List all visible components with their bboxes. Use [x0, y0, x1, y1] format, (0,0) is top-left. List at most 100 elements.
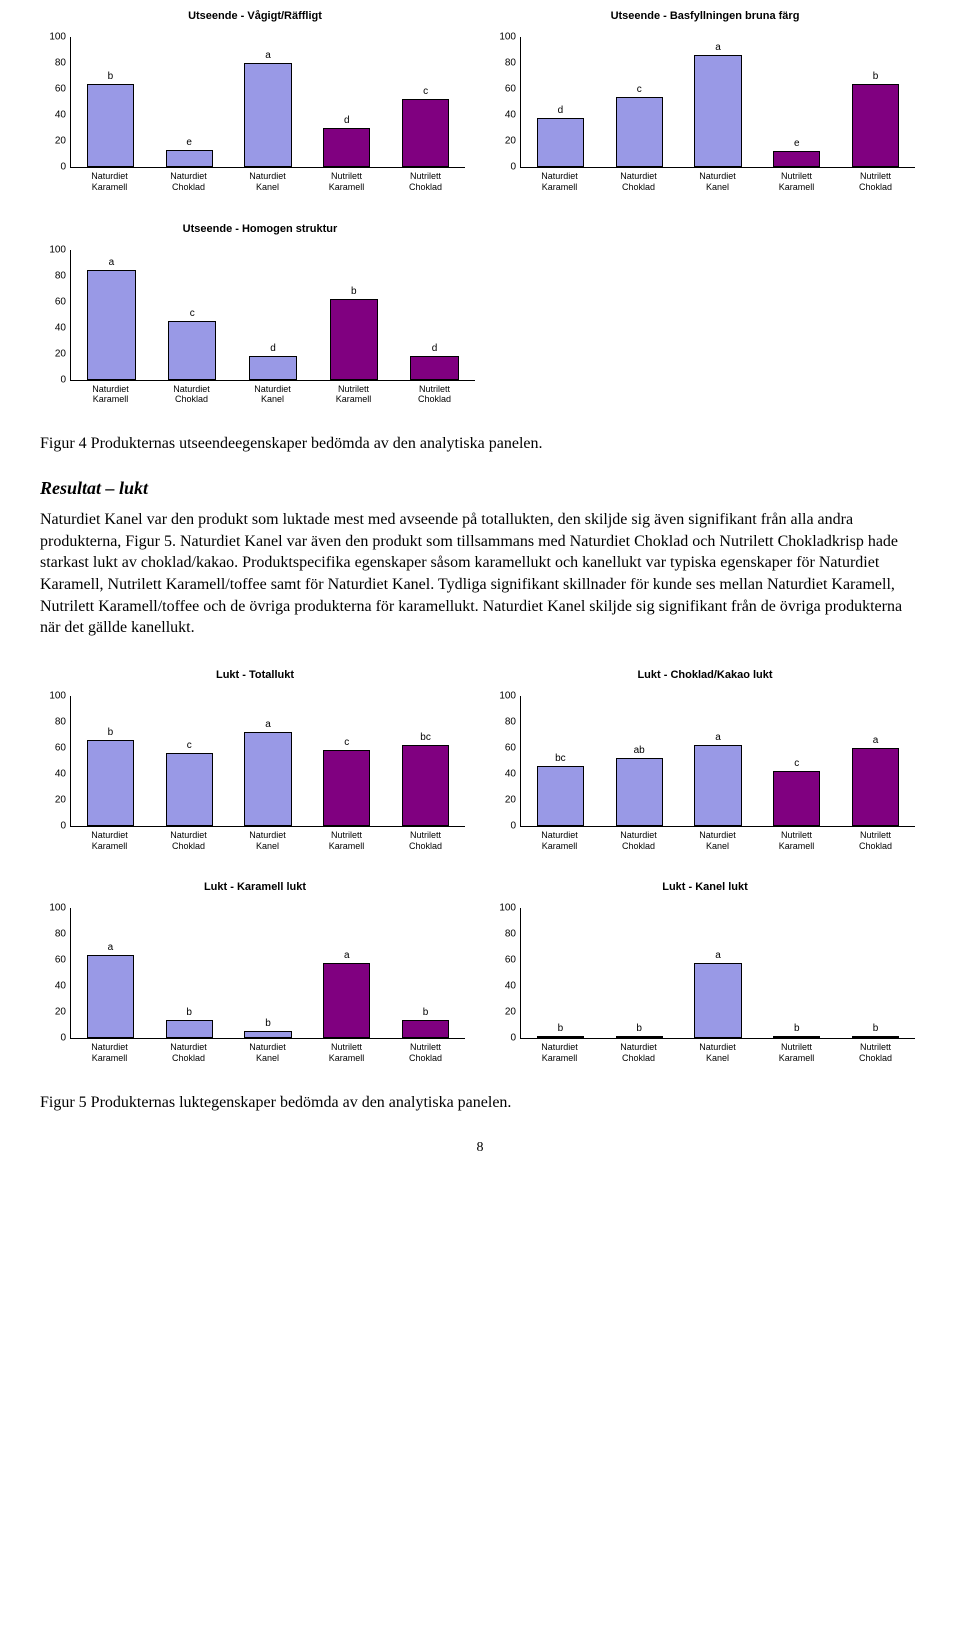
x-label: NaturdietKaramell — [70, 171, 149, 193]
y-tick: 40 — [41, 981, 66, 992]
bar-group: a — [229, 37, 308, 167]
sig-label: b — [794, 1023, 800, 1034]
bar — [773, 1036, 820, 1039]
page-number: 8 — [40, 1140, 920, 1156]
x-label: NaturdietKaramell — [520, 171, 599, 193]
y-tick: 100 — [41, 690, 66, 701]
sig-label: c — [794, 758, 799, 769]
bar-group: bc — [521, 696, 600, 826]
bar — [694, 55, 741, 167]
chart-title: Utseende - Basfyllningen bruna färg — [490, 10, 920, 22]
sig-label: b — [423, 1007, 429, 1018]
y-tick: 40 — [41, 110, 66, 121]
y-tick: 80 — [41, 929, 66, 940]
sig-label: a — [715, 42, 721, 53]
y-tick: 20 — [41, 136, 66, 147]
sig-label: a — [109, 257, 115, 268]
sig-label: a — [265, 719, 271, 730]
sig-label: b — [558, 1023, 564, 1034]
y-tick: 0 — [41, 820, 66, 831]
bar — [402, 99, 449, 167]
x-label: NutrilettKaramell — [313, 384, 394, 406]
sig-label: a — [873, 735, 879, 746]
x-label: NaturdietChoklad — [599, 1042, 678, 1064]
sig-label: ab — [634, 745, 645, 756]
y-tick: 0 — [41, 162, 66, 173]
bar — [87, 740, 134, 826]
y-tick: 20 — [491, 1007, 516, 1018]
bar — [330, 299, 378, 380]
y-tick: 60 — [491, 955, 516, 966]
bar-group: b — [600, 908, 679, 1038]
x-label: NutrilettChoklad — [836, 171, 915, 193]
bar — [244, 732, 291, 826]
y-tick: 80 — [491, 58, 516, 69]
x-label: NutrilettKaramell — [757, 171, 836, 193]
bar-group: a — [679, 37, 758, 167]
x-label: NaturdietChoklad — [599, 171, 678, 193]
y-tick: 20 — [491, 794, 516, 805]
chart-utseende-homogen: Utseende - Homogen struktur020406080100a… — [40, 223, 480, 406]
figure4-caption: Figur 4 Produkternas utseendeegenskaper … — [40, 435, 920, 453]
sig-label: c — [187, 740, 192, 751]
chart-title: Utseende - Vågigt/Räffligt — [40, 10, 470, 22]
bar — [244, 1031, 291, 1039]
bar — [323, 750, 370, 825]
bar — [323, 128, 370, 167]
x-label: NaturdietChoklad — [151, 384, 232, 406]
x-label: NutrilettKaramell — [307, 1042, 386, 1064]
y-tick: 100 — [41, 903, 66, 914]
chart-utseende-basfyll: Utseende - Basfyllningen bruna färg02040… — [490, 10, 920, 193]
y-tick: 0 — [491, 1033, 516, 1044]
bar — [694, 963, 741, 1038]
y-tick: 60 — [491, 742, 516, 753]
bar — [323, 963, 370, 1038]
body-text: Naturdiet Kanel var den produkt som lukt… — [40, 509, 920, 639]
x-label: NaturdietKanel — [232, 384, 313, 406]
bar — [244, 63, 291, 167]
bar-group: d — [521, 37, 600, 167]
y-tick: 60 — [41, 742, 66, 753]
sig-label: a — [265, 50, 271, 61]
bar-group: a — [679, 696, 758, 826]
bar-group: b — [71, 696, 150, 826]
bar-group: c — [757, 696, 836, 826]
bar-group: c — [600, 37, 679, 167]
y-tick: 0 — [491, 820, 516, 831]
sig-label: c — [423, 86, 428, 97]
x-label: NaturdietKanel — [678, 830, 757, 852]
y-tick: 20 — [41, 794, 66, 805]
x-label: NaturdietChoklad — [149, 830, 228, 852]
bar-group: b — [150, 908, 229, 1038]
x-label: NaturdietKanel — [228, 1042, 307, 1064]
bar-group: b — [757, 908, 836, 1038]
y-tick: 80 — [41, 716, 66, 727]
bar — [87, 955, 134, 1038]
bar — [616, 758, 663, 826]
x-label: NaturdietKaramell — [70, 830, 149, 852]
bar-group: b — [313, 250, 394, 380]
chart-title: Lukt - Totallukt — [40, 669, 470, 681]
x-label: NaturdietChoklad — [149, 171, 228, 193]
bar — [616, 1036, 663, 1039]
bar — [168, 321, 216, 380]
x-label: NutrilettChoklad — [836, 830, 915, 852]
bar — [166, 1020, 213, 1038]
bar — [852, 1036, 899, 1039]
x-label: NaturdietKaramell — [520, 1042, 599, 1064]
y-tick: 80 — [41, 270, 66, 281]
bar-group: bc — [386, 696, 465, 826]
figure5-caption: Figur 5 Produkternas luktegenskaper bedö… — [40, 1094, 920, 1112]
sig-label: b — [108, 71, 114, 82]
sig-label: b — [873, 71, 879, 82]
bar-group: a — [836, 696, 915, 826]
bar-group: e — [150, 37, 229, 167]
y-tick: 60 — [41, 955, 66, 966]
bar — [402, 745, 449, 826]
sig-label: a — [344, 950, 350, 961]
y-tick: 80 — [41, 58, 66, 69]
bar — [402, 1020, 449, 1038]
bar-group: c — [386, 37, 465, 167]
bar — [694, 745, 741, 826]
bar-group: b — [836, 908, 915, 1038]
